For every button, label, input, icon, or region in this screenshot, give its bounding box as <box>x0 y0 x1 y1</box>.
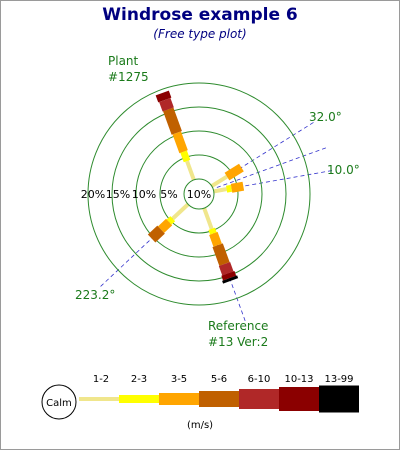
legend-bin-label: 6-10 <box>248 374 271 385</box>
radial-tick-label: 15% <box>106 188 130 201</box>
legend-bin-label: 2-3 <box>131 374 147 385</box>
wind-band <box>230 181 245 193</box>
legend-swatch <box>239 389 279 409</box>
wind-band <box>208 227 217 235</box>
radial-tick-labels: 20% 15% 10% 5% <box>81 188 178 201</box>
wind-series <box>147 90 245 284</box>
wind-band <box>218 261 234 276</box>
center-label: 10% <box>187 188 211 201</box>
legend-unit-label: (m/s) <box>187 420 213 431</box>
direction-label: 32.0° <box>309 110 342 124</box>
radial-tick-label: 10% <box>132 188 156 201</box>
grid-circles <box>87 82 311 306</box>
chart-title: Windrose example 6 <box>102 5 298 25</box>
legend-swatch <box>319 385 359 413</box>
wind-band <box>210 174 229 188</box>
legend-bin-label: 3-5 <box>171 374 187 385</box>
direction-label: Reference <box>208 319 268 333</box>
wind-band <box>209 231 222 247</box>
wind-band <box>202 207 214 230</box>
wind-band <box>163 107 182 135</box>
wind-band <box>213 187 227 194</box>
direction-label: Plant <box>108 54 139 68</box>
direction-label: #13 Ver:2 <box>208 335 268 349</box>
legend-swatch <box>159 393 199 405</box>
wind-band <box>172 131 188 154</box>
legend-bin-label: 10-13 <box>284 374 313 385</box>
wind-band <box>147 225 165 243</box>
direction-labels: Plant #1275 32.0° 10.0° 223.2° Reference #13 V… <box>75 54 360 349</box>
speed-legend: Calm 1-2 2-3 3-5 5-6 6-10 10-13 13-99 (m/s) <box>41 374 359 431</box>
wind-band <box>180 150 191 163</box>
direction-label: 10.0° <box>327 163 360 177</box>
direction-label: 223.2° <box>75 288 115 302</box>
legend-swatch <box>199 391 239 407</box>
wind-band <box>158 218 173 233</box>
direction-lines <box>100 122 333 321</box>
radial-tick-label: 20% <box>81 188 105 201</box>
wind-band <box>225 184 233 193</box>
grid-circle <box>111 106 287 282</box>
direction-label: #1275 <box>108 70 149 84</box>
wind-band <box>155 90 172 103</box>
wind-band <box>212 243 230 266</box>
center-circle <box>183 178 215 210</box>
wind-band <box>171 202 190 221</box>
grid-circle <box>87 82 311 306</box>
wind-band <box>221 271 237 281</box>
direction-line <box>217 170 333 192</box>
wind-band <box>166 216 176 225</box>
calm-label: Calm <box>46 398 72 409</box>
legend-bin-label: 1-2 <box>93 374 109 385</box>
legend-swatch <box>119 395 159 403</box>
grid-circle <box>135 130 263 258</box>
wind-band <box>159 97 174 112</box>
chart-subtitle: (Free type plot) <box>153 27 247 41</box>
legend-bin-label: 13-99 <box>324 374 353 385</box>
legend-bin-label: 5-6 <box>211 374 227 385</box>
direction-line <box>214 122 314 185</box>
wind-band <box>185 160 196 181</box>
wind-band <box>224 163 244 181</box>
wind-band <box>222 275 239 284</box>
radial-tick-label: 5% <box>160 188 177 201</box>
calm-circle <box>41 384 77 420</box>
direction-line <box>100 206 186 287</box>
direction-line <box>216 147 326 188</box>
legend-swatch <box>279 387 319 411</box>
grid-circle <box>159 154 239 234</box>
legend-swatch <box>79 397 119 401</box>
